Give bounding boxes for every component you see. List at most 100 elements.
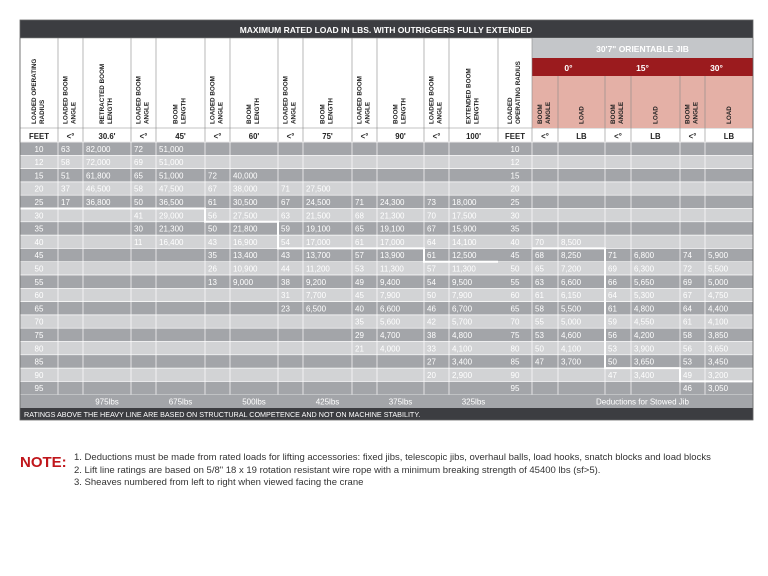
jib-cell: 80: [511, 344, 520, 353]
table-cell: 95: [35, 384, 44, 393]
jib-row: [498, 181, 753, 196]
table-cell: 4,100: [452, 344, 473, 353]
jib-subheader-label: LOAD: [579, 106, 586, 124]
table-cell: 40: [35, 238, 44, 247]
deduction-value: 375lbs: [389, 398, 413, 407]
jib-cell: 75: [511, 331, 520, 340]
table-cell: 27: [427, 358, 436, 367]
table-cell: 46,500: [86, 185, 111, 194]
table-cell: 38: [281, 278, 290, 287]
table-cell: 21,500: [306, 211, 331, 220]
table-cell: 7,700: [306, 291, 327, 300]
jib-cell: 5,000: [561, 318, 582, 327]
jib-subheader-label: ANGLE: [618, 102, 625, 124]
jib-subheader-label: LOAD: [653, 106, 660, 124]
jib-cell: 55: [511, 278, 520, 287]
jib-subheader-label: BOOM: [537, 104, 544, 124]
jib-cell: 8,250: [561, 251, 582, 260]
jib-cell: 53: [608, 344, 617, 353]
table-cell: 72: [208, 171, 217, 180]
jib-cell: 35: [511, 225, 520, 234]
table-cell: 17,000: [306, 238, 331, 247]
jib-cell: 4,100: [561, 344, 582, 353]
jib-cell: 46: [683, 384, 692, 393]
column-header-label: LOADED BOOM: [283, 76, 290, 124]
table-cell: 2,900: [452, 371, 473, 380]
table-row: [20, 341, 498, 355]
jib-cell: 45: [511, 251, 520, 260]
jib-row: [498, 142, 753, 156]
column-unit-label: 30.6': [98, 132, 115, 141]
jib-row: [498, 341, 753, 355]
table-cell: 47,500: [159, 185, 184, 194]
table-cell: 24,300: [380, 198, 405, 207]
column-unit-label: 90': [395, 132, 406, 141]
jib-cell: 10: [511, 145, 520, 154]
jib-cell: 64: [608, 291, 617, 300]
jib-cell: 72: [683, 265, 692, 274]
table-row: [20, 381, 498, 395]
jib-unit-label: LB: [576, 132, 587, 141]
jib-cell: 63: [535, 278, 544, 287]
jib-unit-label: <°: [614, 132, 622, 141]
column-unit-label: <°: [361, 132, 369, 141]
table-border: [19, 19, 754, 421]
table-cell: 31: [281, 291, 290, 300]
jib-cell: 3,650: [708, 344, 729, 353]
jib-row: [498, 168, 753, 182]
deduction-value: 500lbs: [242, 398, 266, 407]
table-cell: 25: [35, 198, 44, 207]
jib-row: [498, 195, 753, 209]
jib-offset-label: 0°: [564, 63, 573, 73]
jib-cell: 5,500: [561, 304, 582, 313]
jib-unit-label: <°: [689, 132, 697, 141]
jib-subheader-label: BOOM: [610, 104, 617, 124]
table-cell: 61: [427, 251, 436, 260]
jib-cell: 68: [535, 251, 544, 260]
table-cell: 17: [61, 198, 70, 207]
jib-cell: 66: [608, 278, 617, 287]
table-cell: 35: [355, 318, 364, 327]
table-row: [20, 328, 498, 342]
column-header-label: LOADED BOOM: [210, 76, 217, 124]
column-header-label: BOOM: [173, 104, 180, 124]
column-header-label: LOADED BOOM: [63, 76, 70, 124]
jib-cell: 53: [683, 358, 692, 367]
jib-row: [498, 221, 753, 236]
table-cell: 58: [61, 158, 70, 167]
table-cell: 49: [355, 278, 364, 287]
table-row: [20, 168, 498, 182]
jib-cell: 40: [511, 238, 520, 247]
column-header-label: LENGTH: [254, 98, 261, 124]
table-cell: 54: [281, 238, 290, 247]
table-cell: 50: [35, 265, 44, 274]
column-header-label: BOOM: [393, 104, 400, 124]
table-row: [20, 261, 498, 275]
jib-cell: 70: [535, 238, 544, 247]
table-cell: 27,500: [306, 185, 331, 194]
column-header-label: LOADED OPERATING: [31, 59, 38, 124]
jib-cell: 30: [511, 211, 520, 220]
table-cell: 65: [134, 171, 143, 180]
jib-cell: 70: [511, 318, 520, 327]
table-cell: 75: [35, 331, 44, 340]
jib-cell: 4,600: [561, 331, 582, 340]
table-cell: 11,200: [306, 265, 330, 274]
table-cell: 12,500: [452, 251, 477, 260]
table-cell: 26: [208, 265, 217, 274]
column-unit-label: <°: [433, 132, 441, 141]
table-cell: 9,400: [380, 278, 401, 287]
table-cell: 4,700: [380, 331, 401, 340]
jib-cell: 4,200: [634, 331, 655, 340]
table-cell: 4,000: [380, 344, 401, 353]
column-header-label: BOOM: [320, 104, 327, 124]
table-cell: 68: [355, 211, 364, 220]
table-row: [20, 208, 498, 222]
table-cell: 60: [35, 291, 44, 300]
column-header-label: ANGLE: [71, 102, 78, 124]
jib-cell: 50: [608, 358, 617, 367]
table-row: [20, 235, 498, 249]
jib-unit-label: LB: [724, 132, 735, 141]
table-cell: 61,800: [86, 171, 111, 180]
table-cell: 51: [61, 171, 70, 180]
